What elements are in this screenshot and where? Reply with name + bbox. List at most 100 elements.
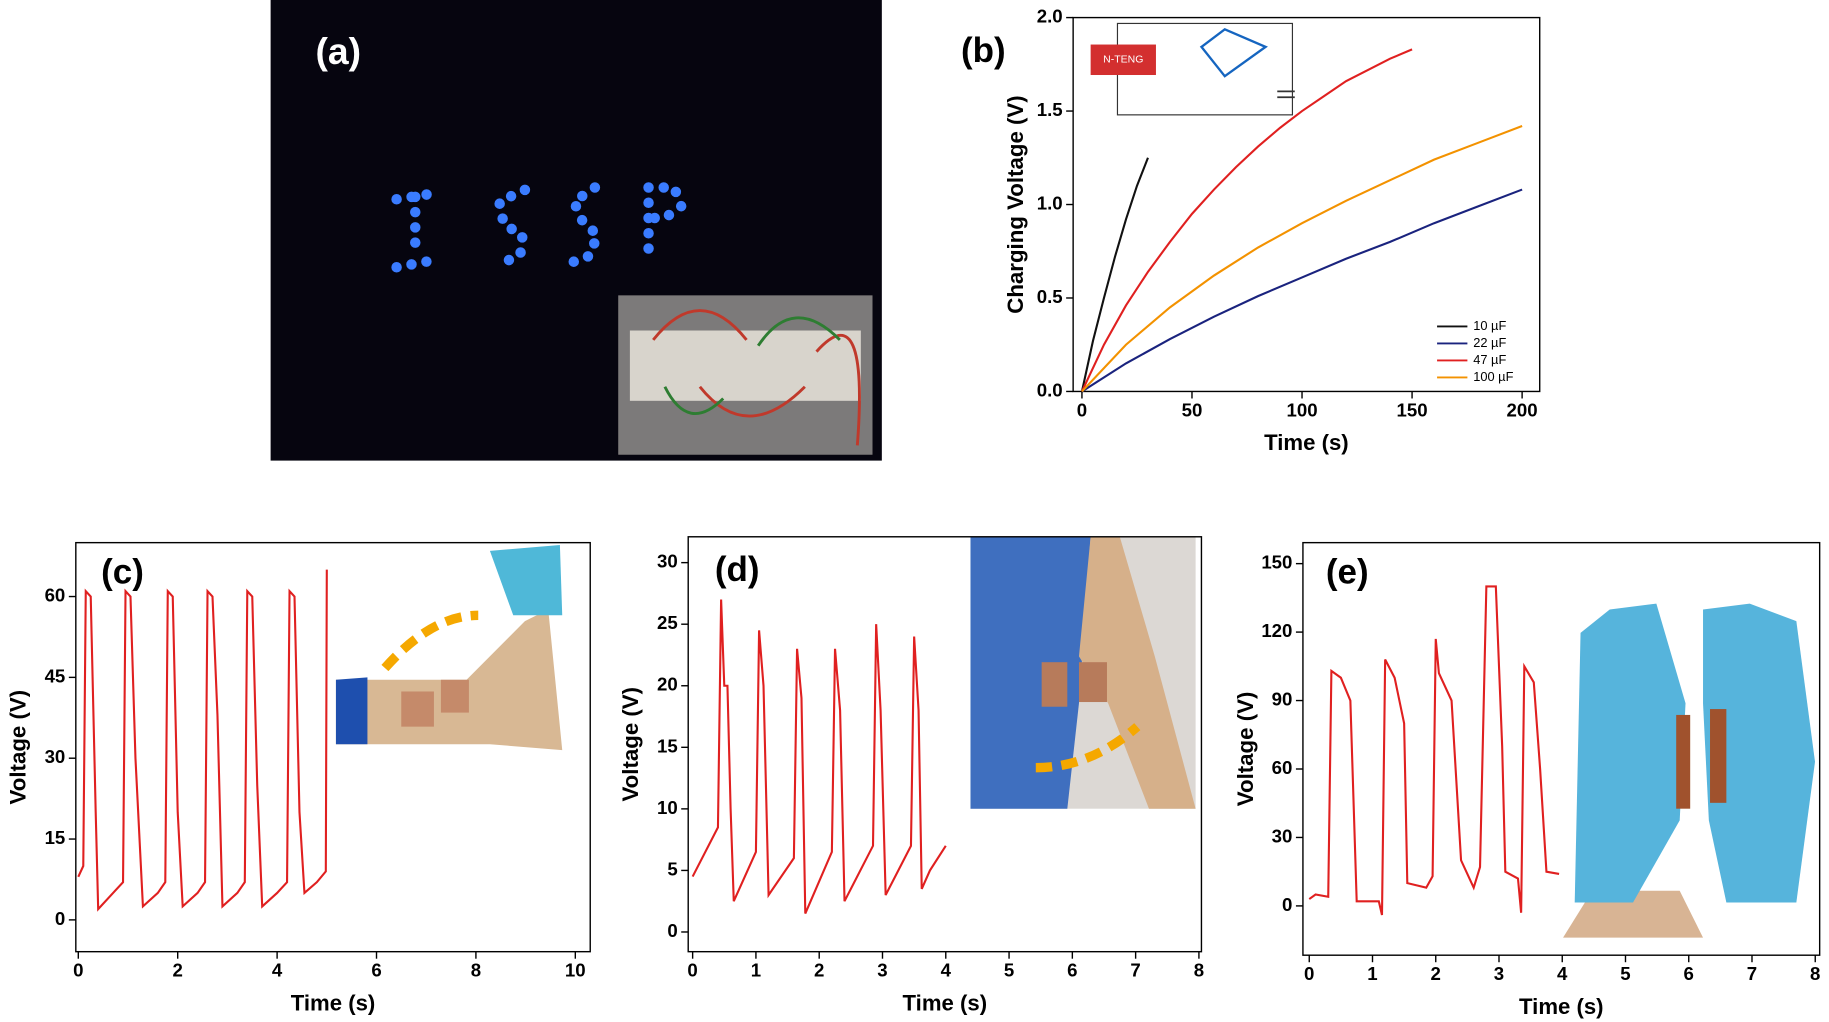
x-tick-label: 50 [1182, 399, 1203, 420]
x-tick-label: 5 [1004, 960, 1014, 981]
led-letter-s [491, 184, 531, 271]
teng-block [1090, 44, 1156, 76]
y-tick-label: 1.5 [1037, 99, 1063, 120]
sensor [1078, 662, 1107, 703]
x-tick-label: 7 [1130, 960, 1140, 981]
capacitor [1277, 90, 1295, 99]
led-letters [391, 182, 688, 273]
sensor [440, 679, 469, 713]
led-letter-p [643, 182, 688, 254]
x-axis-title: Time (s) [291, 990, 376, 1015]
y-tick-label: 5 [667, 858, 677, 879]
x-tick-label: 1 [1367, 963, 1377, 984]
x-tick-label: 7 [1747, 963, 1757, 984]
x-tick-label: 2 [814, 960, 824, 981]
breadboard [629, 330, 861, 401]
y-axis-title: Charging Voltage (V) [1003, 95, 1028, 313]
y-tick-label: 60 [1272, 757, 1293, 778]
led-letter-s [566, 182, 604, 268]
x-axis-title: Time (s) [1264, 430, 1349, 455]
y-tick-label: 30 [657, 551, 678, 572]
plot-frame [75, 541, 591, 953]
x-tick-label: 0 [1304, 963, 1314, 984]
panel-label: (d) [715, 550, 760, 589]
y-tick-label: 30 [1272, 825, 1293, 846]
x-tick-label: 3 [1494, 963, 1504, 984]
inset-e [1563, 603, 1816, 938]
x-tick-label: 8 [471, 960, 481, 981]
y-tick-label: 30 [45, 746, 66, 767]
panel-label: (a) [315, 30, 361, 72]
glove [1703, 603, 1816, 903]
circuit-annotation: N-TENG [1103, 54, 1143, 66]
sensor [1710, 709, 1727, 803]
x-tick-label: 150 [1397, 399, 1428, 420]
y-tick-label: 0 [1282, 894, 1292, 915]
x-tick-label: 100 [1286, 399, 1317, 420]
y-tick-label: 2.0 [1037, 5, 1063, 26]
y-tick-label: 0.0 [1037, 379, 1063, 400]
y-tick-label: 25 [657, 612, 678, 633]
x-tick-label: 5 [1620, 963, 1630, 984]
y-tick-label: 150 [1261, 552, 1292, 573]
panel-label: (c) [101, 553, 144, 592]
data-line [691, 599, 947, 914]
shirt [970, 536, 1091, 809]
glove [1574, 603, 1686, 903]
y-tick-label: 60 [45, 584, 66, 605]
y-tick-label: 15 [45, 827, 66, 848]
photo-panel: (a) [270, 0, 882, 461]
motion-arrow [381, 610, 479, 672]
plot-frame [1302, 541, 1821, 956]
plot-frame [687, 536, 1203, 953]
y-tick-label: 0 [55, 908, 65, 929]
legend-label: 100 µF [1473, 369, 1513, 384]
circuit-inset [1090, 22, 1295, 116]
x-tick-label: 4 [1557, 963, 1568, 984]
y-tick-label: 0.5 [1037, 286, 1063, 307]
wires [652, 309, 861, 446]
panel-label: (b) [961, 31, 1006, 70]
inset-c [335, 544, 563, 751]
x-tick-label: 200 [1507, 399, 1538, 420]
y-axis-title: Voltage (V) [618, 687, 643, 802]
x-tick-label: 0 [1077, 399, 1087, 420]
x-tick-label: 10 [565, 960, 586, 981]
inset-d [970, 536, 1196, 809]
y-tick-label: 15 [657, 735, 678, 756]
x-tick-label: 1 [751, 960, 761, 981]
legend-label: 47 µF [1473, 352, 1506, 367]
x-tick-label: 8 [1810, 963, 1820, 984]
x-tick-label: 2 [173, 960, 183, 981]
data-line [1308, 585, 1560, 916]
x-tick-label: 6 [371, 960, 381, 981]
x-tick-label: 2 [1431, 963, 1441, 984]
x-tick-label: 4 [941, 960, 952, 981]
y-tick-label: 1.0 [1037, 192, 1063, 213]
x-tick-label: 8 [1194, 960, 1204, 981]
y-axis-title: Voltage (V) [6, 690, 31, 805]
sensor [401, 691, 434, 727]
motion-arrow [1035, 723, 1141, 773]
x-axis-title: Time (s) [1519, 994, 1604, 1019]
data-line [77, 569, 328, 912]
data-line [1081, 188, 1523, 393]
arm [1078, 536, 1196, 809]
led-letter-i [391, 188, 440, 273]
panel-label: (e) [1326, 553, 1369, 592]
glove [489, 544, 563, 616]
x-tick-label: 6 [1067, 960, 1077, 981]
legend-label: 10 µF [1473, 318, 1506, 333]
bridge-rectifier [1199, 27, 1268, 78]
y-tick-label: 90 [1272, 688, 1293, 709]
x-axis-title: Time (s) [903, 990, 988, 1015]
x-tick-label: 4 [272, 960, 283, 981]
y-axis-title: Voltage (V) [1233, 692, 1258, 807]
data-line [1080, 157, 1149, 392]
y-tick-label: 20 [657, 674, 678, 695]
x-tick-label: 6 [1684, 963, 1694, 984]
y-tick-label: 45 [45, 665, 66, 686]
data-line [1081, 125, 1523, 393]
sleeve [335, 677, 368, 745]
